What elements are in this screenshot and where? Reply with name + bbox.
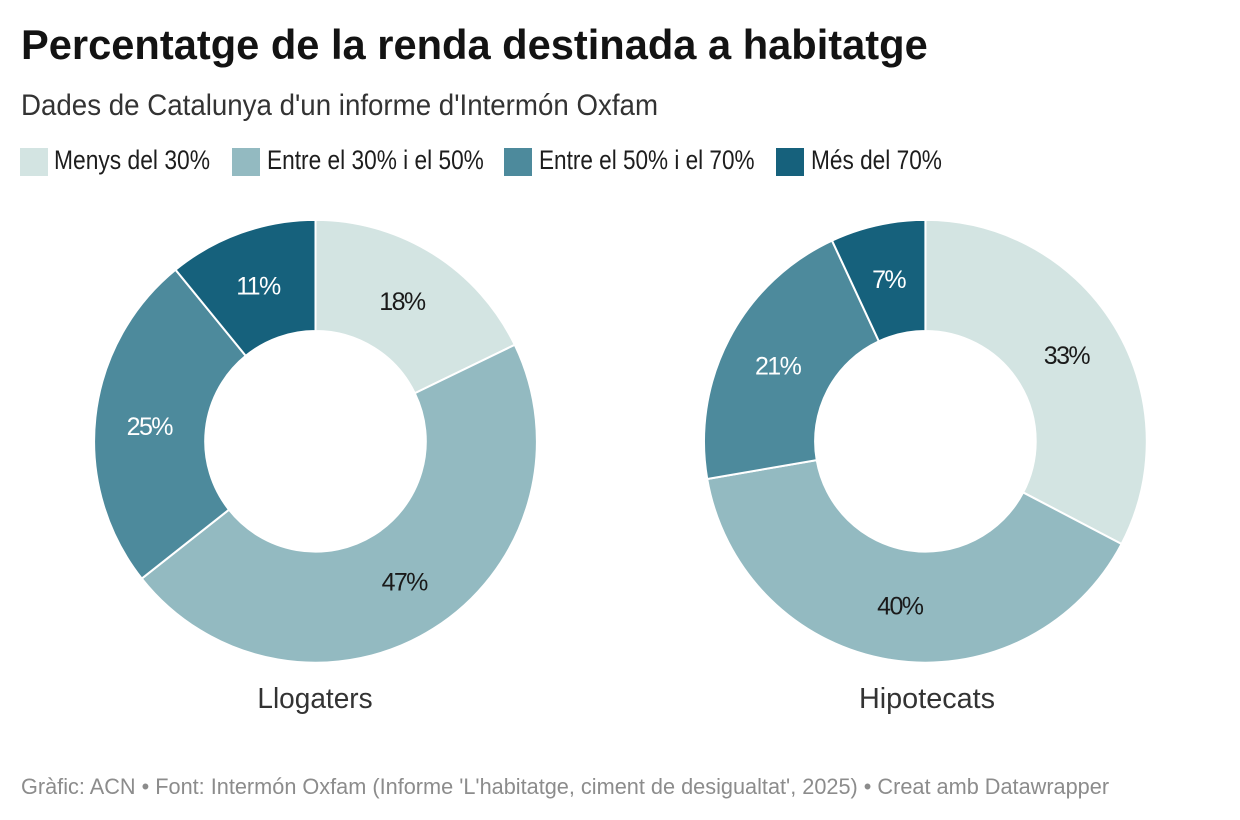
- svg-text:33%: 33%: [1044, 342, 1091, 370]
- svg-text:40%: 40%: [877, 593, 924, 621]
- svg-text:47%: 47%: [382, 568, 429, 596]
- svg-text:7%: 7%: [872, 266, 906, 294]
- svg-text:18%: 18%: [379, 288, 426, 316]
- svg-text:21%: 21%: [755, 353, 802, 381]
- svg-text:25%: 25%: [127, 413, 174, 441]
- svg-text:11%: 11%: [236, 273, 281, 301]
